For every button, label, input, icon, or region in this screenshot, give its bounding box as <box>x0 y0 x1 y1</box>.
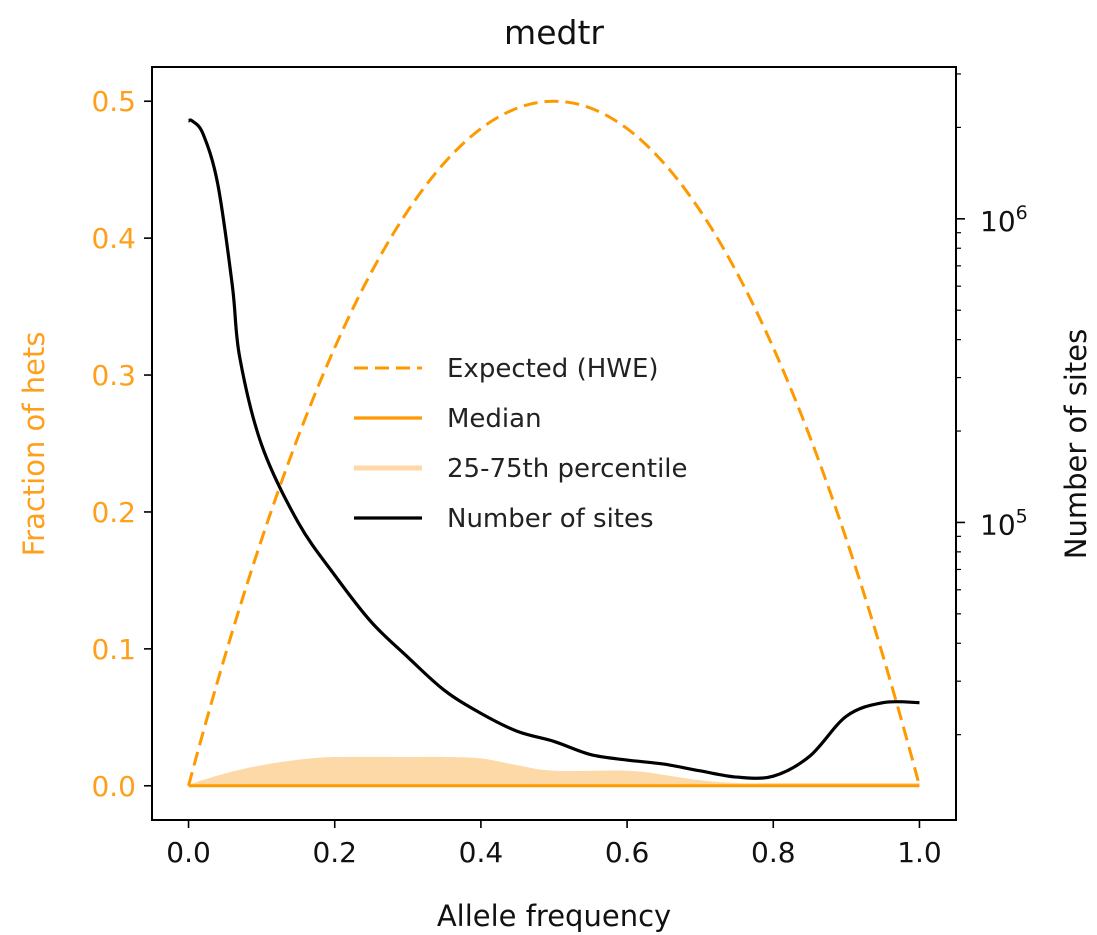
x-tick-label: 0.6 <box>605 836 650 869</box>
y-left-tick-label: 0.0 <box>91 770 136 803</box>
series-line-layer <box>187 99 921 788</box>
y-right-tick-label: 106 <box>980 202 1028 238</box>
y-left-tick-label: 0.2 <box>91 496 136 529</box>
y-axis-label-left: Fraction of hets <box>17 332 51 557</box>
number-of-sites-line <box>187 118 920 780</box>
y-left-tick-label: 0.5 <box>91 85 136 118</box>
expected-hwe-line <box>187 99 921 787</box>
chart-title: medtr <box>504 13 604 52</box>
legend-item: 25-75th percentile <box>354 454 688 484</box>
x-tick-label: 0.4 <box>459 836 504 869</box>
y-left-tick-label: 0.1 <box>91 633 136 666</box>
legend-item: Number of sites <box>354 504 654 534</box>
legend-label: Median <box>447 404 542 434</box>
x-tick-label: 0.0 <box>166 836 211 869</box>
y-left-tick-label: 0.3 <box>91 359 136 392</box>
y-left-tick-label: 0.4 <box>91 222 136 255</box>
x-tick-label: 0.2 <box>312 836 357 869</box>
legend: Expected (HWE) Median 25-75th percentile Nu… <box>354 354 688 534</box>
x-tick-label: 0.8 <box>751 836 796 869</box>
legend-item: Expected (HWE) <box>354 354 659 384</box>
percentile-band <box>188 756 920 786</box>
legend-item: Median <box>354 404 542 434</box>
x-tick-label: 1.0 <box>897 836 942 869</box>
y-right-tick-label: 105 <box>980 505 1028 541</box>
legend-label: Expected (HWE) <box>447 354 659 384</box>
x-axis-label: Allele frequency <box>437 899 671 933</box>
legend-label: 25-75th percentile <box>447 454 688 484</box>
tick-layer: 0.0 0.2 0.4 0.6 0.8 1.0 0.0 0.1 0.2 0.3 0.4 0.5 105 1… <box>91 73 1028 869</box>
percentile-band-layer <box>188 756 920 786</box>
legend-label: Number of sites <box>447 504 654 534</box>
y-axis-label-right: Number of sites <box>1059 329 1093 559</box>
plot-frame <box>151 66 957 821</box>
